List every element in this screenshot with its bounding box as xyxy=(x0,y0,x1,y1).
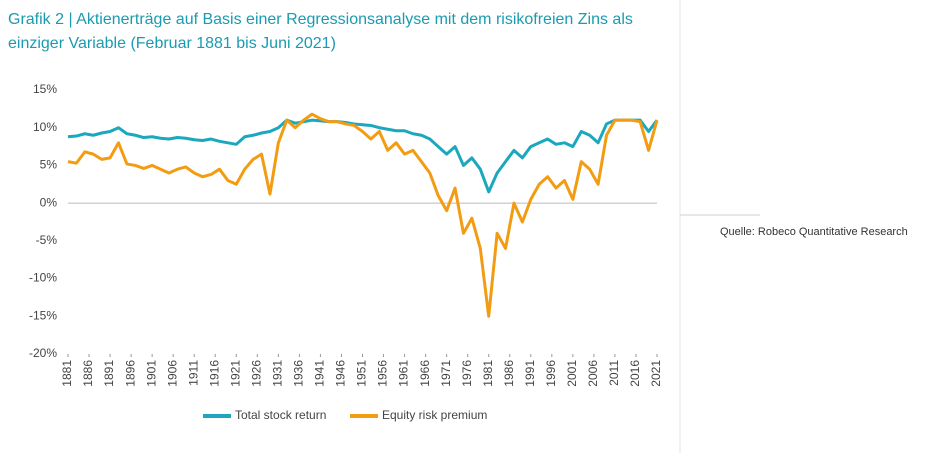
y-tick-label: -5% xyxy=(36,233,58,247)
x-tick-label: 1926 xyxy=(249,360,263,387)
x-tick-label: 1891 xyxy=(102,360,116,387)
x-tick-label: 1996 xyxy=(544,360,558,387)
x-tick-label: 1901 xyxy=(144,360,158,387)
x-tick-label: 1976 xyxy=(460,360,474,387)
x-tick-label: 1986 xyxy=(502,360,516,387)
x-tick-label: 1946 xyxy=(334,360,348,387)
x-tick-label: 1911 xyxy=(186,360,200,386)
x-tick-label: 2001 xyxy=(565,360,579,387)
x-tick-label: 1971 xyxy=(439,360,453,387)
y-tick-label: 0% xyxy=(40,195,58,209)
y-tick-label: -15% xyxy=(29,308,57,322)
chart-title: Grafik 2 | Aktienerträge auf Basis einer… xyxy=(8,11,633,52)
legend-label: Equity risk premium xyxy=(382,408,487,422)
x-tick-label: 1886 xyxy=(81,360,95,387)
y-tick-label: 10% xyxy=(33,120,57,134)
x-tick-label: 2011 xyxy=(607,360,621,386)
x-tick-label: 1936 xyxy=(292,360,306,387)
x-tick-label: 2016 xyxy=(628,360,642,387)
x-tick-label: 1906 xyxy=(165,360,179,387)
x-tick-label: 1991 xyxy=(523,360,537,387)
x-tick-label: 1931 xyxy=(271,360,285,387)
y-tick-label: -10% xyxy=(29,271,57,285)
x-tick-label: 1961 xyxy=(397,360,411,387)
x-tick-label: 2021 xyxy=(649,360,663,387)
series-line xyxy=(67,118,659,194)
x-tick-label: 1951 xyxy=(355,360,369,387)
y-tick-label: 15% xyxy=(33,82,57,96)
x-tick-label: 1956 xyxy=(376,360,390,387)
x-tick-label: 1981 xyxy=(481,360,495,387)
x-tick-label: 1881 xyxy=(60,360,74,387)
series-line xyxy=(67,112,659,318)
x-tick-label: 1941 xyxy=(313,360,327,387)
legend-label: Total stock return xyxy=(235,408,326,422)
x-tick-label: 1916 xyxy=(207,360,221,387)
source-note: Quelle: Robeco Quantitative Research xyxy=(720,226,908,238)
x-tick-label: 2006 xyxy=(586,360,600,387)
x-tick-label: 1921 xyxy=(228,360,242,387)
y-tick-label: -20% xyxy=(29,346,57,360)
y-tick-label: 5% xyxy=(40,158,58,172)
x-tick-label: 1966 xyxy=(418,360,432,387)
x-tick-label: 1896 xyxy=(123,360,137,387)
